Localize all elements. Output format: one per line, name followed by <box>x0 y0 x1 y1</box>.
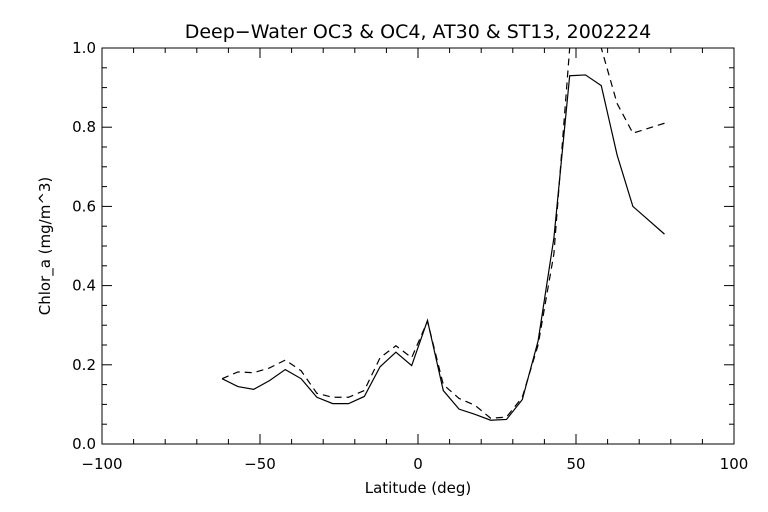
x-tick-label: 0 <box>413 455 423 473</box>
y-tick-label: 0.4 <box>72 277 96 295</box>
plot-frame <box>101 47 735 445</box>
chart-title: Deep−Water OC3 & OC4, AT30 & ST13, 20022… <box>185 21 652 43</box>
y-tick-label: 1.0 <box>72 39 96 57</box>
y-axis: 0.0 0.2 0.4 0.6 0.8 1.0 <box>72 39 734 453</box>
x-tick-label: −50 <box>244 455 276 473</box>
x-axis-label: Latitude (deg) <box>365 479 471 497</box>
y-tick-label: 0.8 <box>72 118 96 136</box>
y-tick-label: 0.0 <box>72 435 96 453</box>
series-layer <box>221 48 665 421</box>
y-tick-label: 0.6 <box>72 197 96 215</box>
x-tick-label: 100 <box>720 455 749 473</box>
series-line-solid <box>221 74 665 421</box>
series-line-dashed <box>221 48 665 419</box>
x-tick-label: 50 <box>566 455 585 473</box>
y-tick-label: 0.2 <box>72 356 96 374</box>
x-tick-label: −100 <box>81 455 122 473</box>
x-axis: −100 −50 0 50 100 <box>81 48 748 473</box>
y-axis-label: Chlor_a (mg/m^3) <box>36 177 55 316</box>
